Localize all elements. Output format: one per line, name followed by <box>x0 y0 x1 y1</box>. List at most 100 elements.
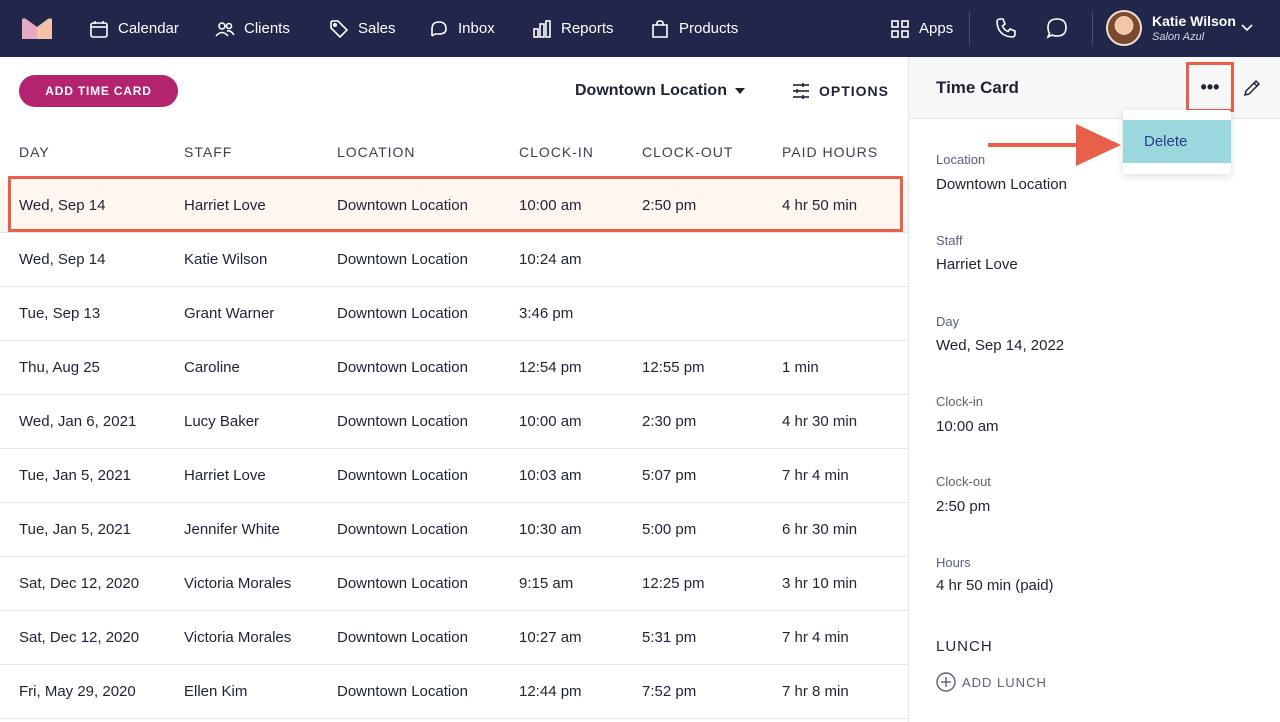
inbox-icon <box>431 20 447 37</box>
nav-calendar[interactable]: Calendar <box>89 0 179 57</box>
nav-reports[interactable]: Reports <box>532 0 614 57</box>
table-cell: Grant Warner <box>184 305 275 322</box>
table-cell: 4 hr 50 min <box>782 197 858 214</box>
nav-label: Clients <box>244 20 290 37</box>
table-cell: 3 hr 10 min <box>782 575 858 592</box>
table-cell: Downtown Location <box>337 251 468 268</box>
nav-clients[interactable]: Clients <box>215 0 290 57</box>
nav-label: Reports <box>561 20 614 37</box>
table-cell: 7 hr 4 min <box>782 629 849 646</box>
field-value: 10:00 am <box>936 418 999 435</box>
column-header[interactable]: STAFF <box>184 144 233 160</box>
shopping-bag-icon <box>652 19 668 38</box>
table-cell: Tue, Jan 5, 2021 <box>19 521 132 538</box>
column-header[interactable]: CLOCK-IN <box>519 144 594 160</box>
options-button[interactable]: OPTIONS <box>792 82 889 100</box>
table-cell: 7:52 pm <box>642 683 697 700</box>
table-cell: Jennifer White <box>184 521 280 538</box>
table-cell: Katie Wilson <box>184 251 268 268</box>
chevron-down-icon[interactable] <box>1240 20 1254 34</box>
column-header[interactable]: CLOCK-OUT <box>642 144 734 160</box>
phone-icon[interactable] <box>995 17 1017 39</box>
table-cell: Downtown Location <box>337 197 468 214</box>
table-cell: 5:07 pm <box>642 467 697 484</box>
table-row[interactable]: Wed, Sep 14 Harriet Love Downtown Location… <box>0 179 908 233</box>
table-cell: Ellen Kim <box>184 683 248 700</box>
nav-label: Products <box>679 20 739 37</box>
table-cell: 10:00 am <box>519 413 582 430</box>
chat-icon[interactable] <box>1046 17 1068 39</box>
delete-menu-item[interactable]: Delete <box>1123 120 1231 163</box>
panel-title: Time Card <box>936 78 1019 97</box>
caret-down-icon <box>734 88 745 94</box>
field-value: Harriet Love <box>936 256 1018 273</box>
table-row[interactable]: Wed, Jan 6, 2021 Lucy Baker Downtown Locat… <box>0 395 908 449</box>
field-label: Location <box>936 152 986 167</box>
nav-sales[interactable]: Sales <box>329 0 396 57</box>
field-value: Wed, Sep 14, 2022 <box>936 337 1065 354</box>
nav-inbox[interactable]: Inbox <box>429 0 495 57</box>
table-row[interactable]: Tue, Jan 5, 2021 Harriet Love Downtown Loc… <box>0 449 908 503</box>
annotation-arrow-icon <box>988 124 1121 166</box>
location-select[interactable]: Downtown Location <box>575 82 745 100</box>
lunch-heading: LUNCH <box>936 638 993 655</box>
table-row[interactable]: Sat, Dec 12, 2020 Victoria Morales Downtow… <box>0 611 908 665</box>
tag-icon <box>330 19 349 38</box>
table-cell: Harriet Love <box>184 197 266 214</box>
table-cell: Wed, Jan 6, 2021 <box>19 413 137 430</box>
table-row[interactable]: Wed, Sep 14 Katie Wilson Downtown Location… <box>0 233 908 287</box>
pencil-icon[interactable] <box>1242 78 1262 98</box>
table-cell: Lucy Baker <box>184 413 260 430</box>
field-label: Day <box>936 314 960 329</box>
panel-header: Time Card ••• Delete <box>909 57 1280 174</box>
column-header[interactable]: LOCATION <box>337 144 416 160</box>
top-nav: Calendar Clients Sales Inbox Reports Pro… <box>0 0 1280 57</box>
table-cell: 6 hr 30 min <box>782 521 858 538</box>
column-header[interactable]: PAID HOURS <box>782 144 879 160</box>
ellipsis-icon: ••• <box>1200 76 1220 97</box>
table-cell: 5:31 pm <box>642 629 697 646</box>
field-value: Downtown Location <box>936 176 1067 193</box>
table-cell: Harriet Love <box>184 467 266 484</box>
table-cell: 4 hr 30 min <box>782 413 858 430</box>
column-header[interactable]: DAY <box>19 144 50 160</box>
more-options-button[interactable]: ••• <box>1186 62 1234 112</box>
field-label: Clock-in <box>936 394 983 409</box>
table-row[interactable]: Tue, Jan 5, 2021 Jennifer White Downtown L… <box>0 503 908 557</box>
field-label: Staff <box>936 233 963 248</box>
grid-icon <box>891 19 909 38</box>
table-cell: 10:30 am <box>519 521 582 538</box>
table-cell: 2:50 pm <box>642 197 697 214</box>
add-lunch-button[interactable]: ADD LUNCH <box>936 672 1047 692</box>
table-row[interactable]: Fri, May 29, 2020 Ellen Kim Downtown Locat… <box>0 665 908 719</box>
bar-chart-icon <box>533 19 551 38</box>
table-cell: 1 min <box>782 359 819 376</box>
table-cell: Victoria Morales <box>184 575 292 592</box>
nav-products[interactable]: Products <box>650 0 738 57</box>
table-row[interactable]: Sat, Dec 12, 2020 Victoria Morales Downtow… <box>0 557 908 611</box>
table-cell: Tue, Jan 5, 2021 <box>19 467 132 484</box>
avatar[interactable] <box>1106 10 1142 46</box>
logo-icon[interactable] <box>22 17 52 39</box>
add-time-card-button[interactable]: ADD TIME CARD <box>19 75 178 107</box>
table-row[interactable]: Tue, Sep 13 Grant Warner Downtown Location… <box>0 287 908 341</box>
nav-apps[interactable]: Apps <box>890 0 953 57</box>
nav-label: Inbox <box>458 20 495 37</box>
table-cell: Downtown Location <box>337 629 468 646</box>
field-label: Hours <box>936 555 971 570</box>
table-cell: 9:15 am <box>519 575 574 592</box>
table-cell: Downtown Location <box>337 575 468 592</box>
field-label: Clock-out <box>936 474 991 489</box>
table-row[interactable]: Thu, Aug 25 Caroline Downtown Location 12:5… <box>0 341 908 395</box>
table-cell: 10:24 am <box>519 251 582 268</box>
table-cell: 12:44 pm <box>519 683 582 700</box>
users-icon <box>215 21 235 37</box>
user-name[interactable]: Katie Wilson <box>1152 13 1236 29</box>
field-value: 4 hr 50 min (paid) <box>936 577 1054 594</box>
nav-label: Apps <box>919 20 954 37</box>
options-menu: Delete <box>1123 110 1231 174</box>
calendar-icon <box>90 20 108 38</box>
table-cell: 12:54 pm <box>519 359 582 376</box>
table-cell: Victoria Morales <box>184 629 292 646</box>
table-cell: 3:46 pm <box>519 305 574 322</box>
